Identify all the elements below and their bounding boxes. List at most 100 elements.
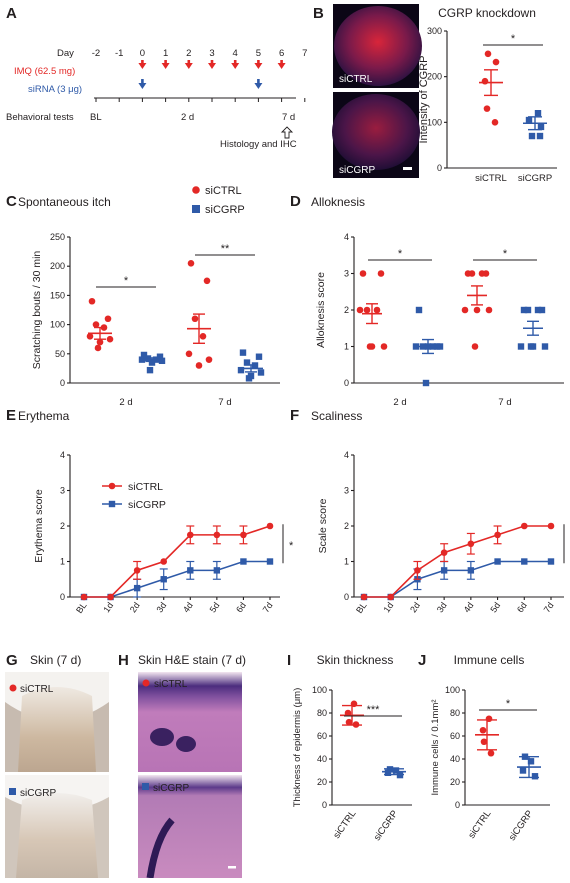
y-axis-label: Scale score [317, 498, 329, 553]
he-cgrp-square [142, 783, 149, 790]
scale-bar [403, 167, 412, 170]
data-point [492, 58, 500, 66]
data-point [203, 277, 211, 285]
y-tick-label: 0 [344, 378, 349, 388]
data-point [199, 332, 207, 340]
data-point [520, 522, 528, 530]
day-number: 5 [256, 48, 261, 59]
panel-letter-a: A [6, 5, 17, 22]
timeline-ticks [95, 98, 306, 102]
imq-arrow-icon [254, 60, 263, 69]
data-point [86, 332, 94, 340]
y-tick-label: 60 [317, 731, 327, 741]
data-point [484, 50, 492, 58]
x-tick-label: 3d [154, 600, 168, 614]
data-point [480, 738, 488, 746]
data-point [534, 306, 542, 314]
data-point [494, 531, 501, 539]
series-line [364, 560, 551, 598]
he-stain-panel: Skin H&E stain (7 d) siCTRL siCGRP [138, 653, 246, 879]
data-point [88, 297, 96, 305]
y-tick-label: 4 [344, 232, 349, 242]
x-tick-label: siCTRL [466, 808, 493, 840]
photo-cgrp-square [9, 788, 16, 795]
data-point [140, 351, 148, 359]
data-point [387, 593, 395, 601]
histology-label: Histology and IHC [220, 139, 297, 150]
significance-label: *** [367, 704, 381, 716]
x-tick-label: 2d [408, 600, 422, 614]
behavioral-tests-label: Behavioral tests [6, 112, 74, 123]
legend-cgrp-marker [192, 205, 200, 213]
x-tick-label: 4d [181, 600, 195, 614]
chart-title: CGRP knockdown [438, 6, 536, 20]
data-point [377, 270, 385, 277]
chart-title: Immune cells [454, 653, 525, 667]
data-point [440, 567, 448, 574]
he-cgrp-label: siCGRP [153, 783, 189, 794]
panel-letter-h: H [118, 652, 129, 669]
data-point [187, 259, 195, 267]
timeline-panel: Day IMQ (62.5 mg) siRNA (3 μg) -2 -1 0 1 2 3 4… [6, 48, 307, 150]
y-tick-label: 0 [455, 800, 460, 810]
line-legend: siCTRL siCGRP [102, 481, 166, 511]
day-number: 6 [279, 48, 284, 59]
chart-title: Erythema [18, 409, 70, 423]
significance-label: ** [221, 243, 230, 255]
legend-ctrl-label: siCTRL [205, 185, 242, 197]
he-ctrl-label: siCTRL [154, 679, 188, 690]
y-tick-label: 60 [450, 731, 460, 741]
y-tick-label: 1 [344, 342, 349, 352]
data-point [160, 558, 168, 565]
day-label: Day [57, 48, 74, 59]
x-tick-label: 1d [381, 600, 395, 614]
data-point [255, 353, 263, 360]
imq-arrow-icon [184, 60, 193, 69]
data-point [537, 123, 545, 131]
data-point [266, 558, 274, 565]
data-point [534, 110, 542, 117]
day7-label: 7 d [282, 112, 295, 123]
x-tick-label: 6d [515, 600, 529, 614]
data-point [366, 343, 374, 350]
photo-ctrl-skin [18, 687, 96, 772]
y-tick-label: 200 [427, 72, 442, 82]
day-number: 1 [163, 48, 168, 59]
y-tick-label: 20 [317, 777, 327, 787]
x-tick-label: siCGRP [507, 808, 536, 842]
day-number: 2 [186, 48, 191, 59]
data-point [528, 132, 536, 140]
chart-title: Spontaneous itch [18, 195, 111, 209]
data-point [133, 567, 141, 574]
day2-label: 2 d [181, 112, 194, 123]
y-tick-label: 80 [450, 708, 460, 718]
y-tick-label: 4 [60, 450, 65, 460]
y-axis-label: Immune cells / 0.1mm² [430, 699, 441, 795]
data-point [384, 769, 392, 776]
data-point [521, 558, 528, 565]
x-tick-label: 7 d [498, 397, 511, 408]
chart-d: Alloknesis 0 1 2 3 4 Alloknesis score 2 d * 7 d * [311, 195, 564, 408]
y-axis-label: Intensity of CGRP [418, 55, 430, 143]
data-point [356, 306, 364, 314]
photo-cgrp-skin [16, 793, 98, 878]
skin-photo-title: Skin (7 d) [30, 653, 81, 667]
data-point [345, 718, 353, 726]
chart-f: Scaliness 0 1 2 3 4 Scale score BL 1d 2d 3d 4d 5d 6d 7… [311, 409, 565, 615]
tissue-cgrp [332, 94, 420, 170]
y-axis-label: Erythema score [33, 489, 45, 563]
y-tick-label: 0 [60, 378, 65, 388]
legend-label: siCGRP [128, 499, 166, 511]
legend-label: siCTRL [128, 481, 163, 493]
photo-ctrl-label: siCTRL [20, 684, 54, 695]
x-tick-label: 2 d [393, 397, 406, 408]
data-point [483, 105, 491, 112]
data-point [536, 132, 544, 140]
he-ctrl-follicle [150, 728, 174, 746]
day-numbers: -2 -1 0 1 2 3 4 5 6 7 [92, 48, 308, 59]
imq-arrow-icon [161, 60, 170, 69]
data-point [80, 593, 88, 601]
significance-label: * [124, 275, 129, 287]
data-point [380, 343, 388, 350]
y-axis-label: Scratching bouts / 30 min [31, 251, 43, 370]
